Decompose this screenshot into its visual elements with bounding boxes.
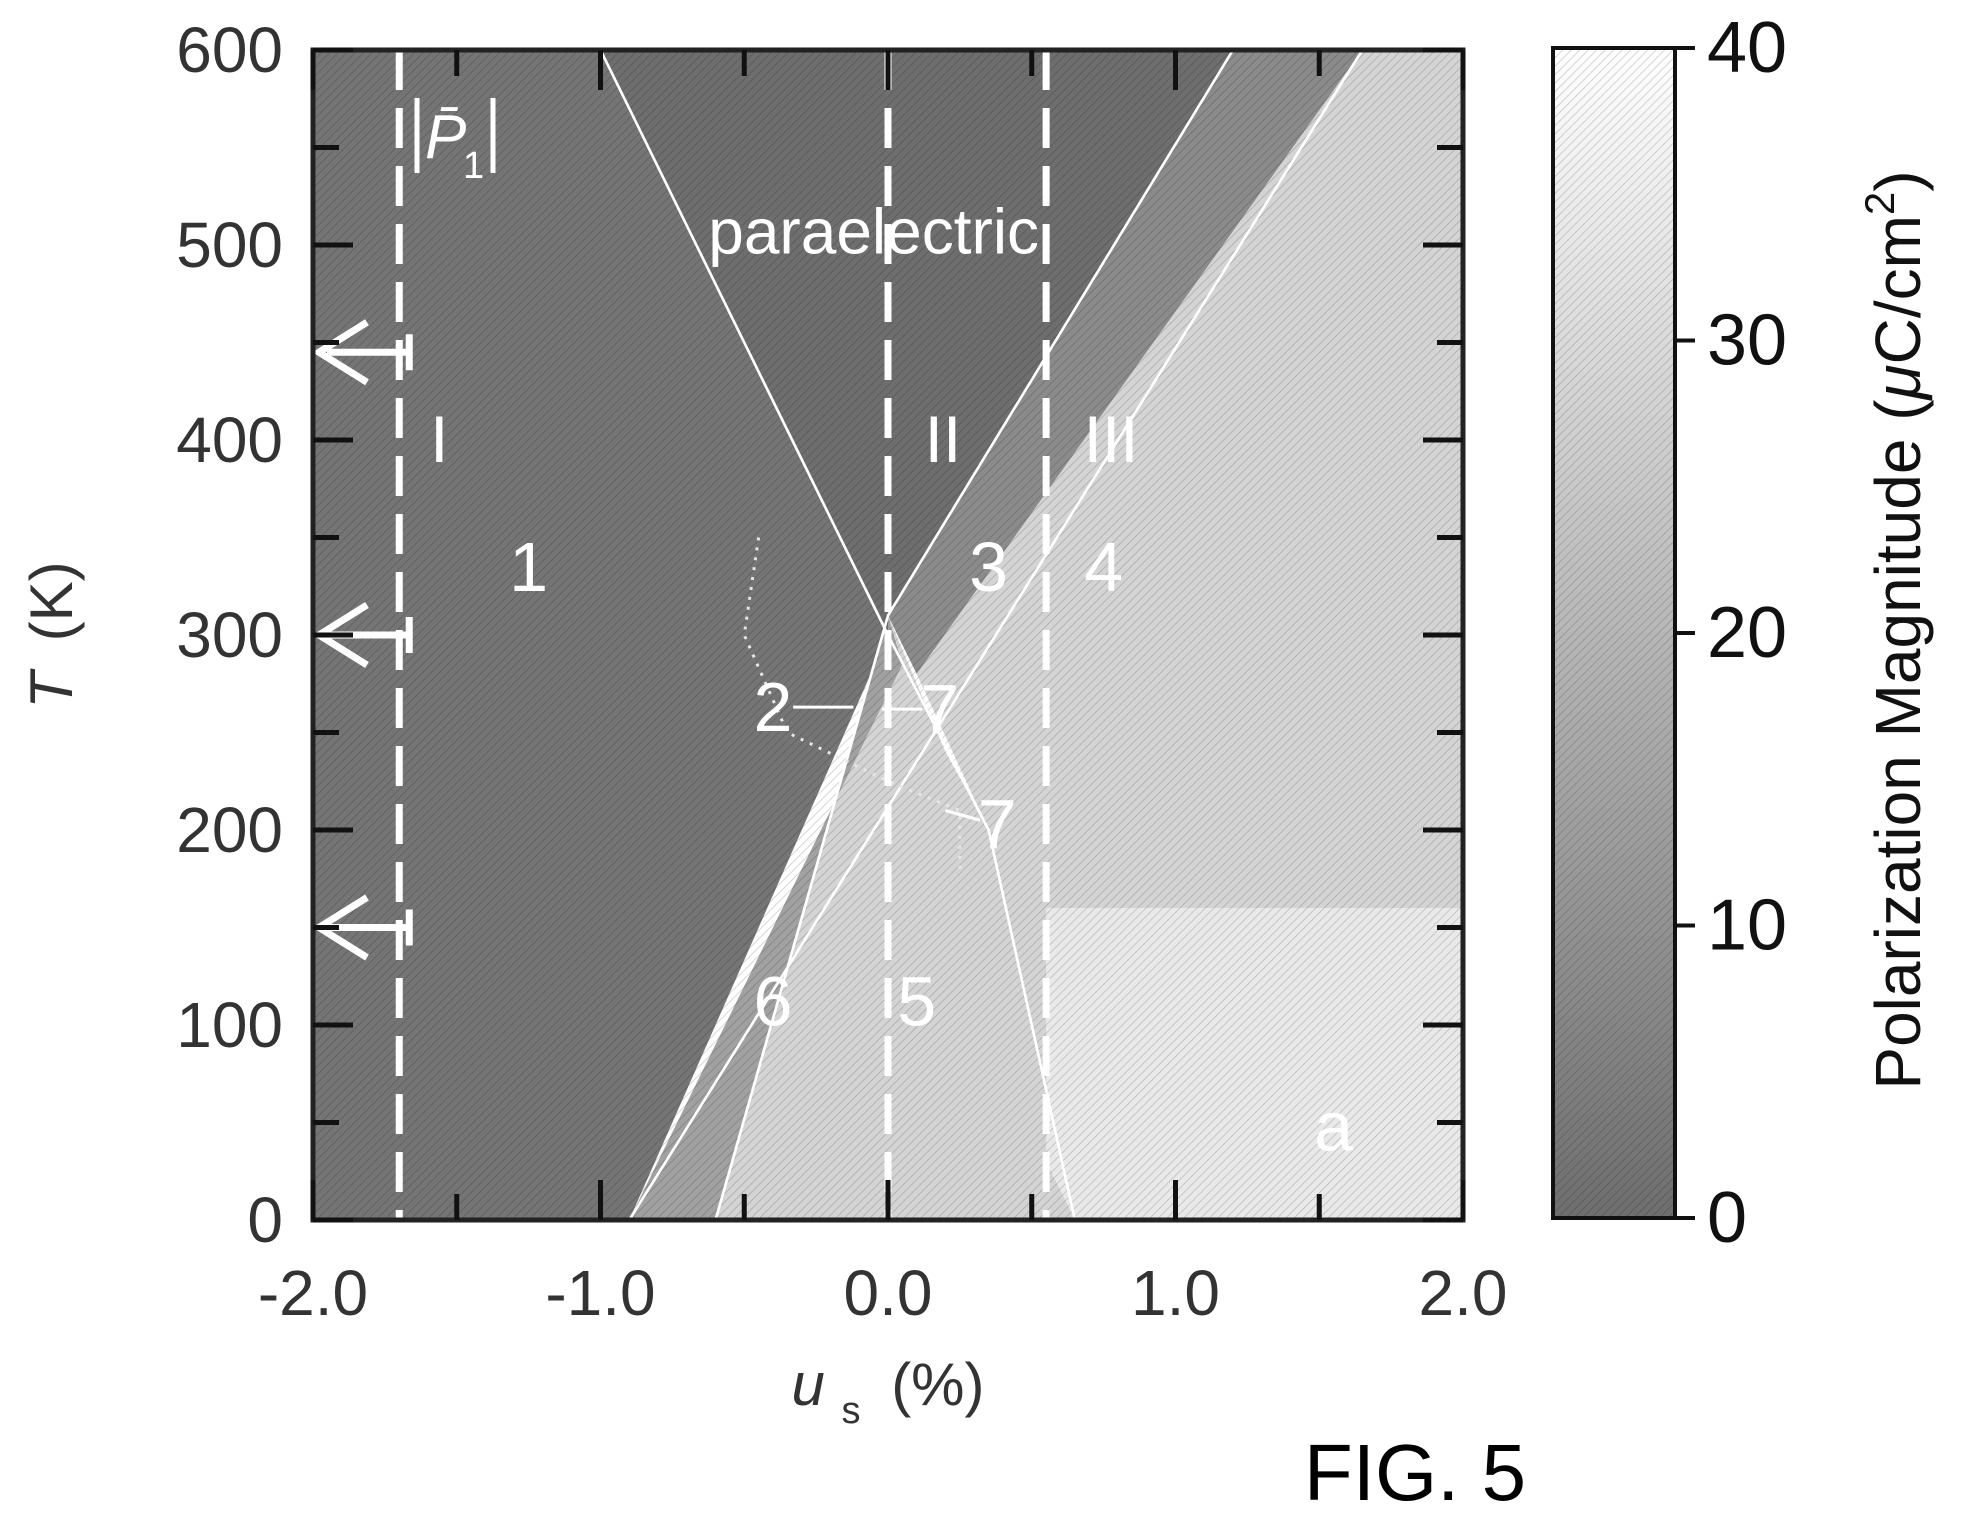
annotation-7-7: 7 xyxy=(920,670,959,748)
guide-roman-III: III xyxy=(1084,402,1139,476)
colorbar-label: Polarization Magnitude (μC/cm2) xyxy=(1856,170,1934,1089)
temperature-arrows xyxy=(312,319,413,961)
x-tick-label: 2.0 xyxy=(1419,1257,1508,1329)
colorbar-label-prefix: Polarization Magnitude ( xyxy=(1862,399,1934,1089)
x-tick-label: 1.0 xyxy=(1131,1257,1220,1329)
boundary-dotted xyxy=(742,537,962,869)
annotation-pointer-2 xyxy=(945,809,981,822)
y-tick-label: 200 xyxy=(176,794,283,866)
x-axis-label-symbol: u xyxy=(791,1351,824,1418)
y-axis-label: T (K) xyxy=(18,561,85,708)
polarization-symbol-main: P̄ xyxy=(425,103,466,172)
x-axis-label: u s (%) xyxy=(791,1351,984,1436)
guide-roman-I: I xyxy=(430,402,448,476)
colorbar-tick-label: 30 xyxy=(1707,301,1787,381)
axis-ticks: -2.0 -1.0 0.0 1.0 2.0 0 100 200 300 400 500 600 xyxy=(176,14,1507,1329)
boundary-b2 xyxy=(714,50,1235,1220)
y-tick-label: 400 xyxy=(176,404,283,476)
y-axis-label-unit: (K) xyxy=(18,561,85,641)
x-tick-label: -1.0 xyxy=(545,1257,655,1329)
annotation-paraelectric-0: paraelectric xyxy=(708,195,1039,267)
polarization-symbol-sub: 1 xyxy=(463,145,484,187)
phase-boundaries xyxy=(599,50,1364,1220)
region-annotations: paraelectric 1 2 3 4 5 6 77 a xyxy=(509,195,1353,1165)
annotation-3-3: 3 xyxy=(969,528,1008,606)
colorbar-tick-label: 40 xyxy=(1707,8,1787,88)
annotation-1-1: 1 xyxy=(509,528,548,606)
x-tick-label: -2.0 xyxy=(258,1257,368,1329)
boundary-b1 xyxy=(599,50,1077,1220)
polarization-symbol: P̄ 1 xyxy=(414,98,496,187)
colorbar-label-suffix: ) xyxy=(1862,170,1934,191)
boundary-b3 xyxy=(628,50,1364,1220)
colorbar-tick-label: 10 xyxy=(1707,886,1787,966)
annotation-2-2: 2 xyxy=(754,668,793,746)
svg-text:T (K): T (K) xyxy=(18,561,85,708)
y-tick-label: 300 xyxy=(176,599,283,671)
annotation-4-4: 4 xyxy=(1084,528,1123,606)
colorbar-label-exponent: 2 xyxy=(1856,192,1903,215)
annotation-6-6: 6 xyxy=(754,963,793,1041)
x-tick-label: 0.0 xyxy=(844,1257,933,1329)
colorbar-tick-label: 20 xyxy=(1707,593,1787,673)
svg-text:Polarization Magnitude (μC/cm2: Polarization Magnitude (μC/cm2) xyxy=(1856,170,1934,1089)
colorbar-ticks: 0 10 20 30 40 xyxy=(1675,8,1787,1258)
y-axis-label-symbol: T xyxy=(18,668,85,709)
annotation-5-5: 5 xyxy=(897,963,936,1041)
y-tick-label: 100 xyxy=(176,989,283,1061)
figure-label: FIG. 5 xyxy=(1304,1428,1526,1514)
colorbar-tick-label: 0 xyxy=(1707,1178,1747,1258)
annotation-a-9: a xyxy=(1314,1087,1353,1165)
guide-roman-II: II xyxy=(925,402,962,476)
colorbar-label-unit: C/cm xyxy=(1862,215,1934,364)
annotation-7-8: 7 xyxy=(978,785,1017,863)
x-axis-label-unit: (%) xyxy=(891,1351,984,1418)
arrow-head-445 xyxy=(312,319,369,386)
svg-text:u s (%): u s (%) xyxy=(791,1351,984,1436)
y-tick-label: 0 xyxy=(247,1184,283,1256)
y-tick-label: 600 xyxy=(176,14,283,86)
colorbar-label-mu: μ xyxy=(1862,364,1934,401)
y-tick-label: 500 xyxy=(176,209,283,281)
colorbar-hatch xyxy=(1553,48,1675,1218)
x-axis-label-subscript: s xyxy=(842,1390,861,1432)
